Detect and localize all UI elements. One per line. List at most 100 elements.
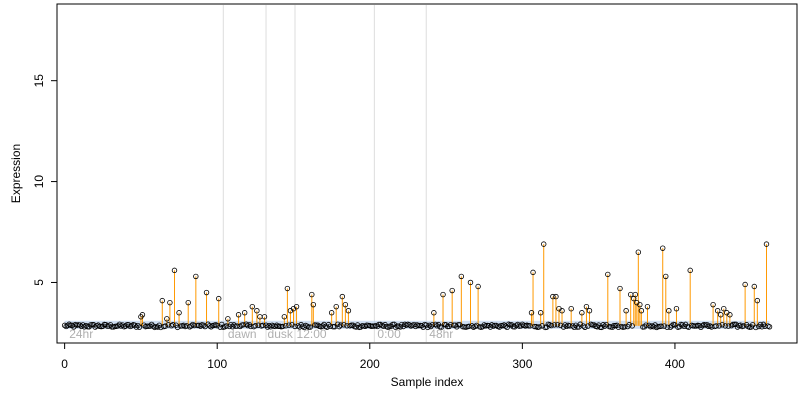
data-point — [586, 308, 593, 314]
data-point — [658, 323, 664, 329]
data-point — [725, 323, 732, 329]
data-point — [641, 324, 648, 330]
y-tick-label: 5 — [32, 279, 46, 286]
data-point — [637, 301, 643, 308]
data-point — [252, 323, 259, 329]
phase-label: 12:00 — [297, 327, 327, 341]
data-point — [666, 308, 672, 314]
data-point — [162, 323, 169, 329]
data-point — [475, 283, 481, 290]
data-point — [629, 323, 635, 329]
data-point — [249, 303, 255, 310]
data-point — [664, 324, 671, 331]
data-point — [243, 321, 249, 327]
data-point — [473, 322, 480, 329]
data-point — [537, 310, 544, 316]
data-point — [673, 305, 680, 312]
data-point — [328, 310, 335, 316]
data-point — [609, 324, 616, 330]
plot-frame — [56, 3, 798, 344]
data-point — [530, 269, 536, 276]
data-point — [336, 323, 342, 330]
data-point — [281, 314, 288, 320]
data-point — [713, 323, 719, 329]
data-point — [638, 308, 645, 314]
data-point — [348, 322, 355, 328]
data-point — [148, 321, 155, 328]
data-point — [492, 322, 498, 329]
data-point — [582, 324, 588, 330]
data-point — [246, 321, 252, 328]
data-point — [167, 299, 173, 306]
data-point — [722, 323, 728, 329]
data-point — [669, 323, 675, 329]
data-point — [467, 279, 474, 286]
data-point — [341, 322, 347, 328]
y-tick-label: 10 — [32, 175, 46, 189]
data-point — [455, 322, 461, 328]
phase-label: 24hr — [69, 327, 93, 341]
data-point — [284, 285, 291, 292]
data-point — [449, 287, 455, 294]
data-point — [737, 322, 744, 328]
data-point — [385, 324, 391, 331]
data-point — [496, 324, 503, 330]
data-point — [719, 322, 725, 328]
phase-labels: 24hr dawn dusk 12:00 0:00 48hr — [69, 327, 453, 341]
data-point — [203, 289, 210, 296]
data-point — [577, 321, 584, 327]
data-point — [617, 285, 623, 292]
y-axis: 5 10 15 — [32, 74, 58, 286]
data-point — [164, 316, 170, 322]
data-point — [208, 324, 214, 330]
data-point — [216, 295, 222, 302]
data-point — [599, 324, 605, 331]
data-point — [554, 322, 561, 328]
data-point — [763, 241, 770, 247]
phase-label: dusk — [268, 327, 294, 341]
data-point — [431, 310, 437, 316]
data-point — [605, 271, 611, 278]
data-point — [261, 314, 268, 320]
data-point — [753, 324, 759, 331]
x-tick-label: 400 — [665, 357, 685, 371]
data-point — [440, 291, 446, 298]
data-point — [559, 308, 565, 314]
data-point — [742, 281, 748, 288]
data-point — [280, 323, 286, 330]
phase-label: 0:00 — [377, 327, 401, 341]
data-point — [718, 312, 724, 318]
data-point — [386, 323, 393, 329]
data-point — [310, 301, 317, 308]
data-point — [338, 322, 344, 328]
data-point — [241, 310, 248, 316]
data-point — [750, 322, 756, 328]
data-point — [704, 321, 710, 328]
data-point — [159, 297, 165, 304]
data-point — [170, 322, 176, 328]
spike-lines — [140, 244, 767, 326]
data-point — [309, 291, 315, 298]
x-tick-label: 300 — [512, 357, 532, 371]
data-point — [568, 305, 574, 312]
data-point — [264, 324, 271, 330]
data-point — [345, 308, 352, 314]
data-points — [61, 241, 773, 331]
data-point — [188, 323, 194, 329]
data-point — [754, 297, 761, 304]
data-point — [667, 324, 674, 330]
data-point — [579, 310, 585, 316]
data-point — [626, 322, 632, 328]
data-point — [660, 245, 666, 251]
data-point — [176, 310, 182, 316]
data-point — [185, 299, 191, 306]
x-tick-label: 200 — [360, 357, 380, 371]
x-tick-label: 0 — [61, 357, 68, 371]
data-point — [231, 322, 237, 328]
phase-dividers — [222, 5, 427, 342]
data-point — [293, 303, 300, 310]
data-point — [342, 301, 349, 308]
data-point — [548, 322, 555, 329]
data-point — [679, 322, 686, 328]
x-axis-title: Sample index — [391, 375, 464, 389]
